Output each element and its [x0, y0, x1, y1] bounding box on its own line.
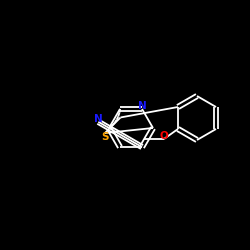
Text: N: N	[138, 101, 146, 111]
Text: N: N	[94, 114, 103, 124]
Text: O: O	[160, 131, 168, 141]
Text: S: S	[101, 132, 109, 142]
